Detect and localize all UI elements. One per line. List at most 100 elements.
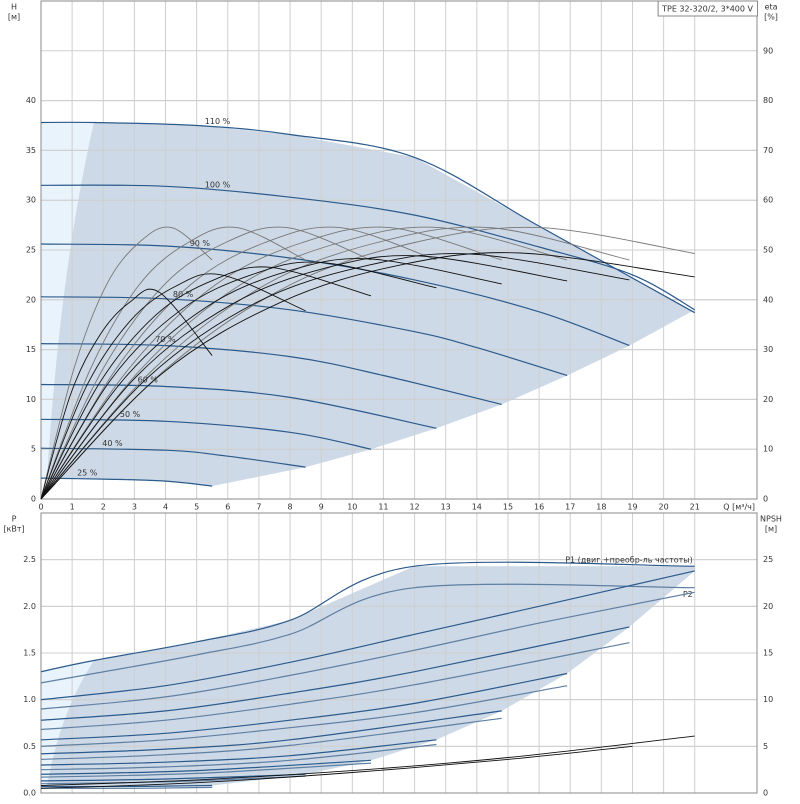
curve xyxy=(40,672,568,741)
y2-tick-label: 0 xyxy=(763,495,768,504)
curve-label: 90 % xyxy=(190,239,211,248)
curve xyxy=(40,184,695,311)
x-tick-label: 17 xyxy=(565,503,575,512)
y-tick-label: 0.5 xyxy=(23,742,36,751)
curve-label: 50 % xyxy=(120,410,141,419)
curve xyxy=(40,717,502,760)
x-tick-label: 6 xyxy=(225,503,230,512)
curve xyxy=(40,762,372,778)
x-tick-label: 14 xyxy=(472,503,482,512)
curve-label: 70 % xyxy=(155,335,176,344)
operating-area xyxy=(47,566,695,787)
curve-label: 80 % xyxy=(173,290,194,299)
y-tick-label: 40 xyxy=(26,96,36,105)
curve xyxy=(40,121,695,314)
curve xyxy=(40,685,568,747)
curve xyxy=(40,710,502,755)
curve xyxy=(40,775,306,785)
operating-area xyxy=(47,122,695,487)
y-tick-label: 20 xyxy=(26,295,36,304)
secondary-curve xyxy=(40,226,372,500)
x-tick-label: 0 xyxy=(38,503,43,512)
y-tick-label: 0.0 xyxy=(23,789,36,798)
y-axis-unit: [кВт] xyxy=(3,525,24,534)
y2-tick-label: 30 xyxy=(763,345,773,354)
y-tick-label: 1.5 xyxy=(23,649,36,658)
curve xyxy=(40,739,437,766)
curve-label: P1 (двиг.+преобр-ль частоты) xyxy=(565,556,693,565)
y-tick-label: 25 xyxy=(26,246,36,255)
y-tick-label: 2.0 xyxy=(23,602,36,611)
y2-tick-label: 20 xyxy=(763,395,773,404)
y2-tick-label: 25 xyxy=(763,555,773,564)
y-axis-label: H xyxy=(11,3,17,12)
y2-tick-label: 60 xyxy=(763,196,773,205)
x-tick-label: 20 xyxy=(659,503,669,512)
y-tick-label: 30 xyxy=(26,196,36,205)
y-tick-label: 2.5 xyxy=(23,555,36,564)
secondary-curve xyxy=(40,226,568,500)
y2-tick-label: 0 xyxy=(763,789,768,798)
y2-tick-label: 90 xyxy=(763,46,773,55)
chart-title: TPE 32-320/2, 3*400 V xyxy=(661,5,753,14)
y-tick-label: 10 xyxy=(26,395,36,404)
x-tick-label: 10 xyxy=(347,503,357,512)
x-tick-label: 1 xyxy=(70,503,75,512)
secondary-curve xyxy=(40,226,213,500)
secondary-curve xyxy=(40,266,372,500)
y-tick-label: 1.0 xyxy=(23,695,36,704)
x-tick-label: 5 xyxy=(194,503,199,512)
plot-frame xyxy=(40,512,758,794)
secondary-curve xyxy=(40,273,306,500)
secondary-curve xyxy=(40,226,630,500)
y2-tick-label: 10 xyxy=(763,445,773,454)
curve xyxy=(40,786,213,789)
curve xyxy=(40,343,502,405)
curve xyxy=(40,570,695,701)
x-tick-label: 13 xyxy=(441,503,451,512)
curve xyxy=(40,447,306,468)
x-tick-label: 2 xyxy=(101,503,106,512)
x-tick-label: 9 xyxy=(319,503,324,512)
x-tick-label: 15 xyxy=(503,503,513,512)
curve xyxy=(40,591,695,710)
y2-tick-label: 70 xyxy=(763,146,773,155)
curve xyxy=(40,561,695,673)
x-tick-label: 18 xyxy=(596,503,606,512)
x-tick-label: 19 xyxy=(627,503,637,512)
y2-axis-unit: [%] xyxy=(764,13,778,22)
secondary-curve xyxy=(40,226,306,500)
curve-label: 40 % xyxy=(102,439,123,448)
y-tick-label: 15 xyxy=(26,345,36,354)
curve xyxy=(40,383,437,429)
x-tick-label: 7 xyxy=(256,503,261,512)
curve xyxy=(40,743,437,771)
curve xyxy=(40,759,372,775)
secondary-curve xyxy=(40,745,633,789)
y-tick-label: 35 xyxy=(26,146,36,155)
y2-tick-label: 50 xyxy=(763,246,773,255)
y-tick-label: 5 xyxy=(31,445,36,454)
plot-frame xyxy=(40,0,758,500)
x-tick-label: 8 xyxy=(287,503,292,512)
x-tick-label: 16 xyxy=(534,503,544,512)
x-tick-label: 4 xyxy=(163,503,168,512)
curve xyxy=(40,642,630,731)
y2-axis-label: eta xyxy=(765,3,778,12)
secondary-curve xyxy=(40,735,695,786)
secondary-curve xyxy=(40,258,502,500)
curve xyxy=(40,626,630,721)
y-axis-label: P xyxy=(12,515,17,524)
curve xyxy=(40,296,568,377)
curve xyxy=(40,784,213,788)
x-tick-label: 12 xyxy=(409,503,419,512)
x-tick-label: 11 xyxy=(378,503,388,512)
x-tick-label: 21 xyxy=(690,503,700,512)
curve-label: 60 % xyxy=(138,376,159,385)
curve xyxy=(40,477,213,487)
x-tick-label: 3 xyxy=(132,503,137,512)
y2-tick-label: 40 xyxy=(763,295,773,304)
y2-axis-label: NPSH xyxy=(760,515,782,524)
